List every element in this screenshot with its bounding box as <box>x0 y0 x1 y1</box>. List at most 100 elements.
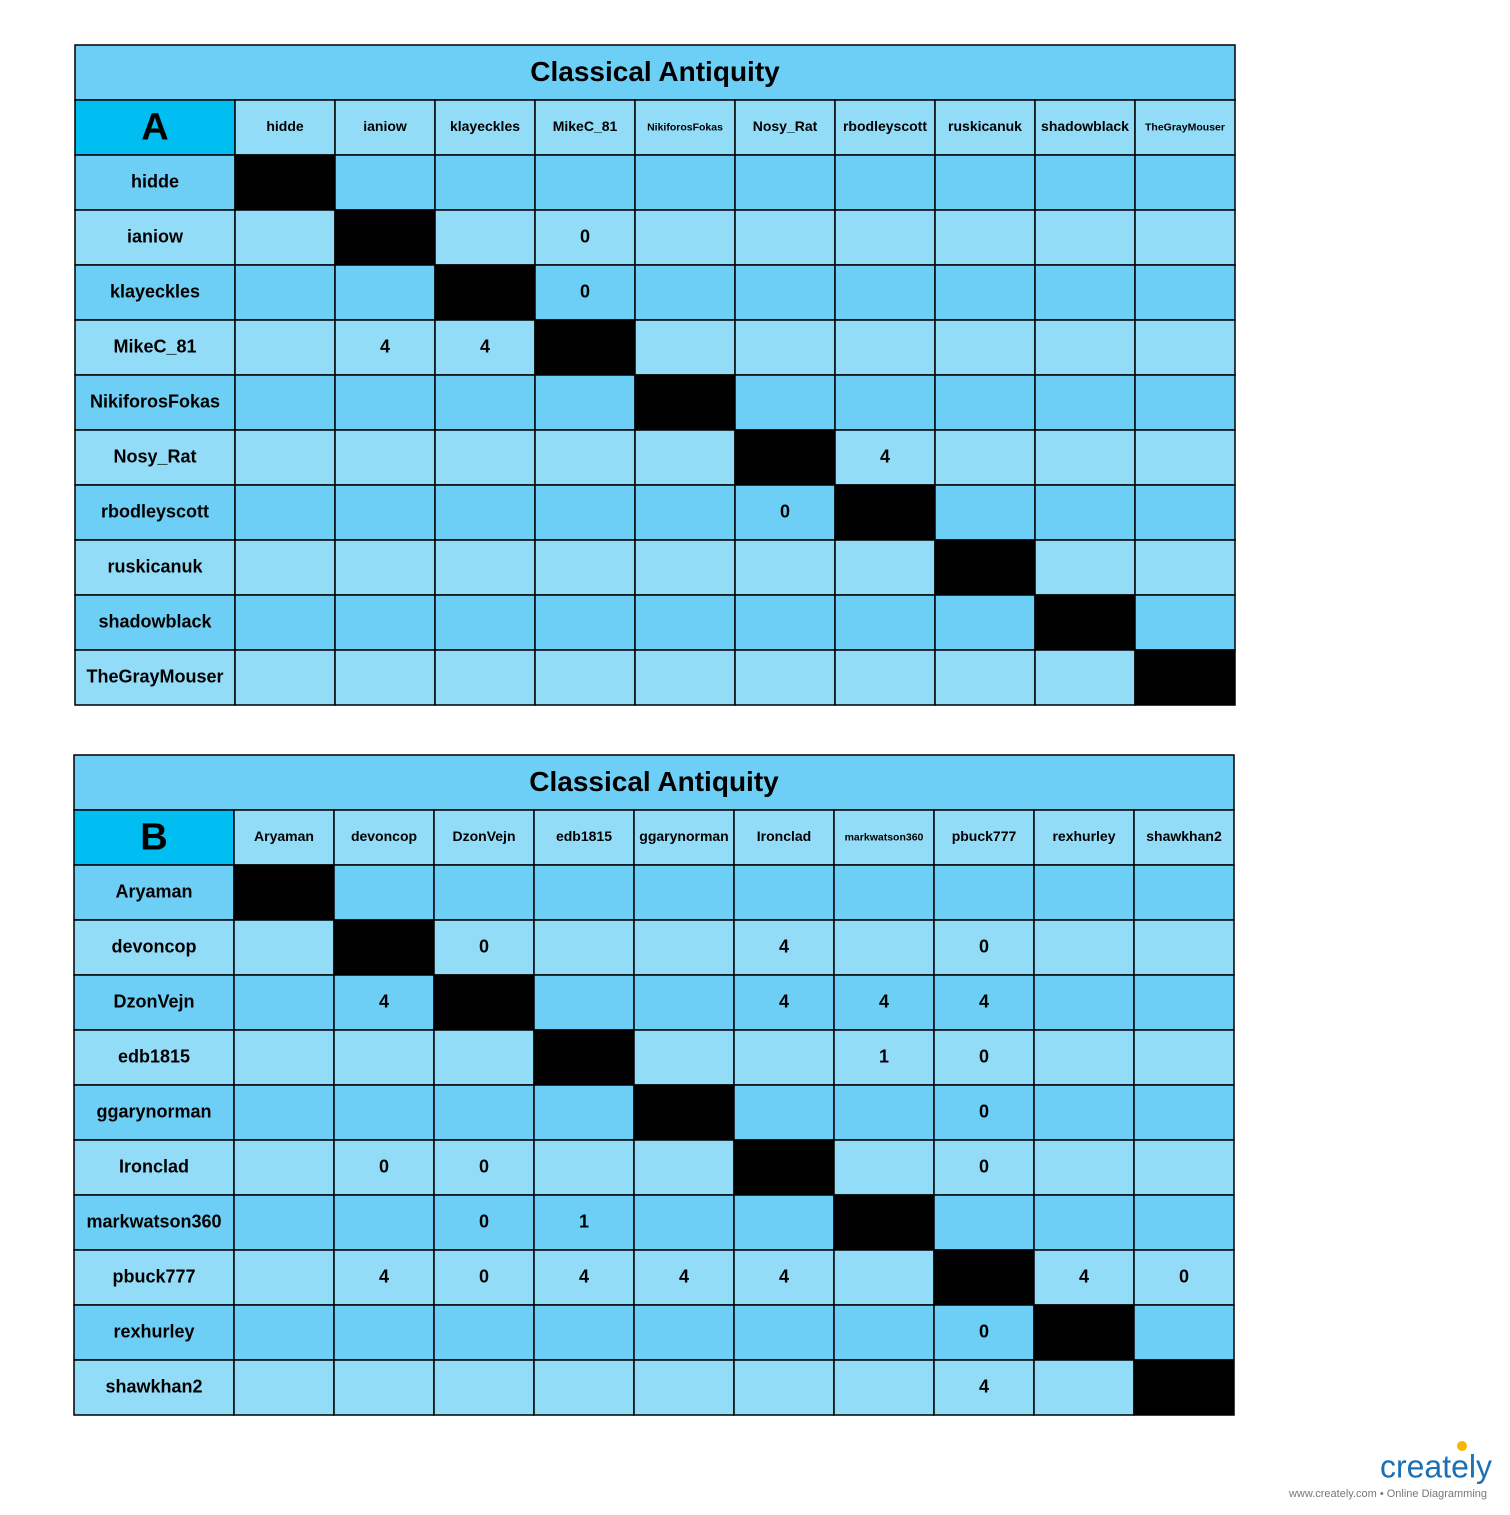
cell <box>633 1249 735 1306</box>
tagline: www.creately.com • Online Diagramming <box>1288 1488 1487 1500</box>
cell <box>533 1084 635 1141</box>
cell <box>933 974 1035 1031</box>
cell <box>233 1359 335 1416</box>
cell <box>233 1084 335 1141</box>
cell <box>333 974 435 1031</box>
row-label: DzonVejn <box>113 991 194 1011</box>
row-header <box>74 374 236 431</box>
cell <box>1033 1029 1135 1086</box>
cell <box>833 1249 935 1306</box>
cell <box>233 1304 335 1361</box>
column-label: shawkhan2 <box>1146 828 1222 844</box>
cell <box>334 429 436 486</box>
cell <box>934 319 1036 376</box>
cell <box>933 1084 1035 1141</box>
cell <box>433 1084 535 1141</box>
cell <box>934 154 1036 211</box>
cell <box>1034 539 1136 596</box>
cell <box>633 864 735 921</box>
column-label: ggarynorman <box>639 828 728 844</box>
diagonal-cell <box>1134 649 1236 706</box>
cell <box>633 1194 735 1251</box>
column-header <box>734 99 836 156</box>
cell <box>933 1139 1035 1196</box>
cell <box>733 1194 835 1251</box>
cell <box>434 594 536 651</box>
cell <box>433 864 535 921</box>
column-label: edb1815 <box>556 828 612 844</box>
cell-value: 0 <box>979 1046 989 1066</box>
cell-value: 0 <box>479 1266 489 1286</box>
row-header <box>73 1359 235 1416</box>
cell <box>1133 1084 1235 1141</box>
cell <box>233 919 335 976</box>
cell <box>1133 864 1235 921</box>
cell <box>434 539 536 596</box>
cell <box>733 1304 835 1361</box>
cell <box>533 1359 635 1416</box>
cell <box>834 649 936 706</box>
column-header <box>234 99 336 156</box>
cell <box>834 594 936 651</box>
title-row <box>74 44 1236 101</box>
cell <box>834 319 936 376</box>
cell <box>334 154 436 211</box>
row-header <box>74 209 236 266</box>
cell <box>233 1139 335 1196</box>
cell <box>1134 429 1236 486</box>
cell <box>733 1084 835 1141</box>
cell <box>433 919 535 976</box>
cell <box>633 1304 735 1361</box>
cell-value: 4 <box>380 336 390 356</box>
cell <box>634 264 736 321</box>
cell <box>434 649 536 706</box>
cell <box>334 319 436 376</box>
cell <box>933 1029 1035 1086</box>
diagonal-cell <box>1034 594 1136 651</box>
cell <box>1133 1194 1235 1251</box>
cell <box>234 594 336 651</box>
cell <box>1033 1084 1135 1141</box>
row-header <box>73 919 235 976</box>
row-header <box>74 594 236 651</box>
row-label: shawkhan2 <box>105 1376 202 1396</box>
cell-value: 4 <box>779 936 789 956</box>
column-label: rexhurley <box>1052 828 1115 844</box>
cell <box>1034 319 1136 376</box>
logo-bulb <box>1457 1441 1467 1451</box>
cell <box>934 374 1036 431</box>
column-label: Aryaman <box>254 828 314 844</box>
cell <box>1034 374 1136 431</box>
cell-value: 0 <box>979 936 989 956</box>
cell-value: 1 <box>879 1046 889 1066</box>
diagonal-cell <box>234 154 336 211</box>
cell <box>733 1249 835 1306</box>
cell <box>633 919 735 976</box>
cell <box>1134 594 1236 651</box>
cell <box>734 594 836 651</box>
cell <box>334 264 436 321</box>
column-header <box>1033 809 1135 866</box>
cell <box>434 484 536 541</box>
column-header <box>733 809 835 866</box>
cell <box>234 319 336 376</box>
cell <box>1134 374 1236 431</box>
cell <box>833 864 935 921</box>
cell <box>833 1139 935 1196</box>
cell <box>534 429 636 486</box>
cell <box>333 1304 435 1361</box>
row-label: klayeckles <box>110 281 200 301</box>
diagonal-cell <box>734 429 836 486</box>
cell <box>234 264 336 321</box>
column-label: ruskicanuk <box>948 118 1022 134</box>
cell-value: 4 <box>779 991 789 1011</box>
column-label: klayeckles <box>450 118 520 134</box>
cell-value: 4 <box>1079 1266 1089 1286</box>
cell <box>1034 264 1136 321</box>
cell <box>833 1359 935 1416</box>
cell <box>733 1359 835 1416</box>
cell <box>1133 1029 1235 1086</box>
row-label: MikeC_81 <box>113 336 196 356</box>
column-label: rbodleyscott <box>843 118 927 134</box>
cell <box>333 1194 435 1251</box>
